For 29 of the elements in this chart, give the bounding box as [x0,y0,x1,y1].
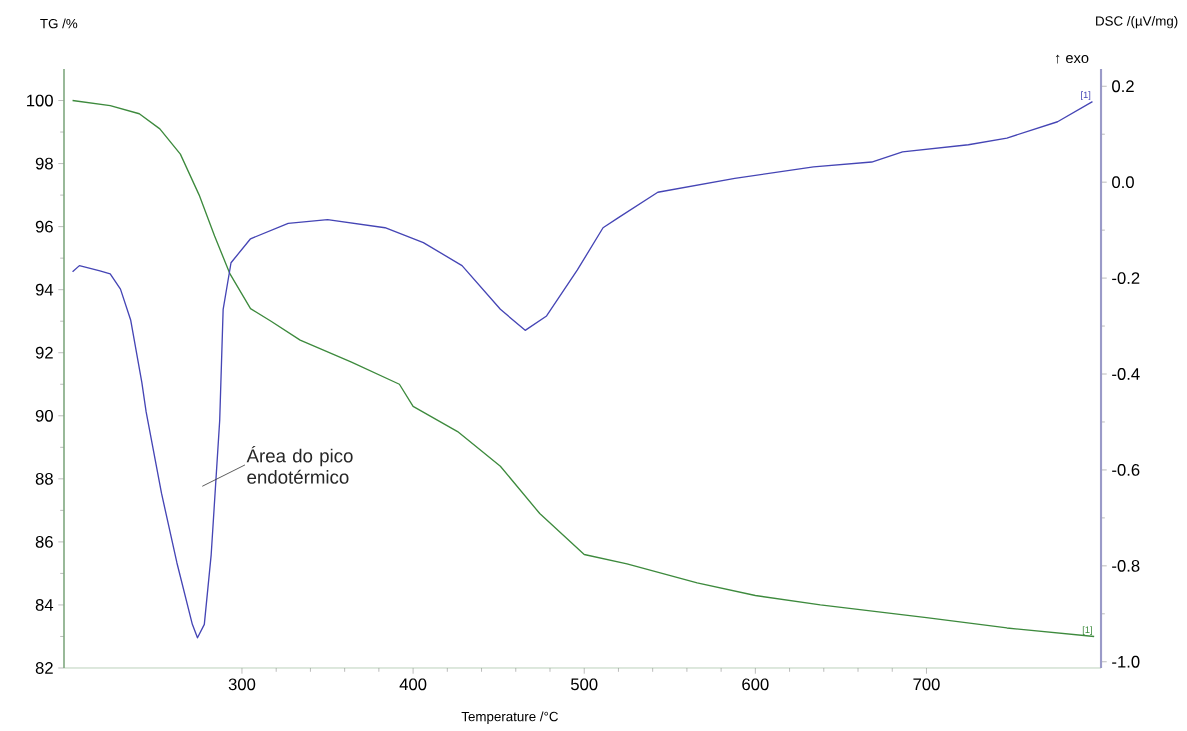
y-tick-label: 100 [27,94,53,107]
x-tick-label: 300 [228,678,256,691]
series-label: [1] [1081,91,1091,101]
text: ↑ exo [1055,54,1089,64]
series-label: [1] [1082,626,1092,635]
y-tick-label: 96 [35,220,53,233]
y-tick-label: 94 [35,283,54,296]
y2-tick-label: -0.6 [1112,464,1140,476]
y-tick-label: 84 [35,599,54,611]
y2-axis-title: DSC /(µV/mg) [1096,15,1178,29]
y2-tick-label: -0.4 [1112,368,1140,380]
annotation: Área do pico endotérmico [246,446,353,484]
y-axis-title: TG /% [40,18,78,29]
x-tick-label: 500 [570,678,598,691]
x-axis-title: Temperature /°C [461,711,558,724]
y-tick-label: 98 [35,157,53,170]
y2-tick-label: -0.2 [1112,272,1140,284]
y-tick-label: 90 [35,409,53,422]
x-tick-label: 400 [399,678,427,691]
x-tick-label: 600 [742,678,769,691]
y-tick-label: 82 [35,662,53,674]
x-tick-label: 700 [913,678,940,691]
y2-tick-label: 0.0 [1112,176,1134,189]
y-tick-label: 92 [35,346,53,359]
y2-tick-label: 0.2 [1112,80,1134,93]
y2-tick-label: -1.0 [1112,655,1140,668]
y-tick-label: 88 [35,472,53,485]
y2-tick-label: -0.8 [1112,559,1140,572]
y-tick-label: 86 [35,536,53,548]
